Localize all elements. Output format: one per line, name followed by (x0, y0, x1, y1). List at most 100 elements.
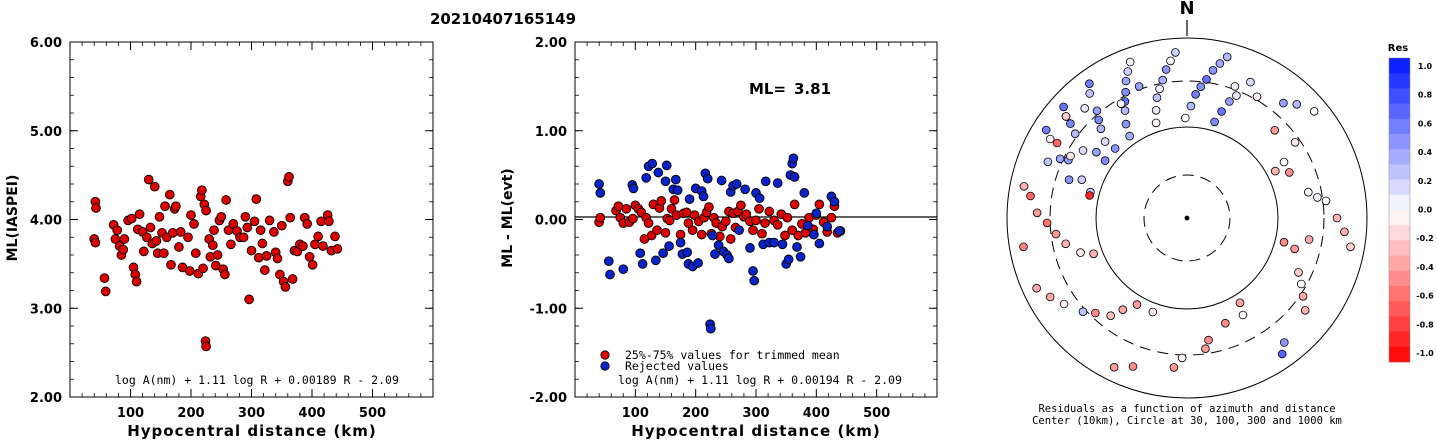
station-point (1116, 99, 1126, 108)
station-point (1252, 92, 1262, 102)
colorbar-cell (1389, 316, 1410, 332)
data-point (809, 229, 819, 240)
data-point (269, 227, 279, 237)
station-point (1191, 90, 1200, 99)
circle-30km (1143, 174, 1231, 262)
data-point (221, 195, 231, 205)
x-tick-label: 100 (622, 406, 649, 421)
data-point (664, 241, 674, 251)
colorbar-cell (1389, 270, 1410, 287)
data-point (653, 167, 664, 178)
x-tick-label: 200 (177, 406, 204, 421)
data-point (259, 265, 270, 275)
data-point (160, 201, 170, 212)
data-point (131, 276, 142, 287)
station-point (1313, 193, 1322, 202)
station-point (1196, 82, 1206, 91)
station-point (1271, 166, 1280, 176)
data-point (126, 213, 137, 224)
data-point (198, 263, 208, 274)
station-point (1120, 106, 1130, 115)
station-point (1298, 291, 1308, 301)
station-point (1064, 175, 1074, 185)
station-point (1077, 175, 1087, 185)
station-point (1346, 242, 1355, 252)
data-point (669, 195, 680, 205)
data-point (760, 176, 771, 187)
data-point (118, 244, 129, 255)
data-point (251, 194, 262, 204)
data-point (647, 158, 658, 169)
data-point (257, 238, 268, 249)
data-point (618, 264, 629, 275)
station-point (1043, 157, 1053, 167)
data-point (595, 212, 606, 223)
data-point (684, 194, 695, 204)
caption-line-1: Residuals as a function of azimuth and d… (1038, 403, 1335, 415)
data-point (748, 225, 758, 236)
data-point (298, 241, 308, 251)
colorbar-frame (1388, 57, 1411, 363)
caption-line-2: Center (10km), Circle at 30, 100, 300 an… (1032, 415, 1342, 427)
station-point (1166, 56, 1175, 66)
data-point (276, 220, 287, 231)
data-point (734, 225, 744, 236)
data-point (658, 248, 668, 259)
circle-100km (1095, 126, 1279, 310)
data-point (207, 240, 218, 251)
data-point (635, 248, 646, 259)
data-point (822, 221, 833, 232)
station-point (1151, 106, 1161, 115)
colorbar-tick-label: -1.0 (1416, 349, 1434, 358)
colorbar-cells (1388, 57, 1411, 363)
station-point (1152, 93, 1162, 102)
data-point (255, 225, 266, 236)
data-point (720, 216, 731, 227)
data-point (324, 216, 334, 227)
azimuth-residual-panel: N Residuals as a function of azimuth and… (1006, 0, 1368, 427)
data-point (764, 206, 775, 217)
data-points (594, 153, 846, 334)
station-point (1208, 66, 1218, 75)
data-point (264, 215, 275, 226)
legend-label-rejected: Rejected values (625, 359, 729, 373)
epicenter-marker (1184, 215, 1190, 221)
station-point (1121, 76, 1131, 86)
station-point (1026, 191, 1035, 201)
legend-marker-trimmed (600, 350, 610, 360)
station-point (1155, 84, 1164, 94)
data-point (201, 341, 211, 352)
data-point (284, 172, 294, 182)
data-point (751, 215, 761, 226)
station-point (1078, 307, 1088, 317)
data-point (197, 185, 207, 196)
station-point (1210, 117, 1219, 127)
data-point (209, 225, 219, 236)
data-point (650, 255, 661, 266)
data-point (189, 219, 199, 229)
station-point (1230, 82, 1240, 91)
station-point (1076, 248, 1085, 257)
colorbar-cell (1389, 58, 1410, 74)
colorbar-tick-label: 0.8 (1418, 91, 1433, 100)
station-point (1061, 239, 1070, 249)
formula-annotation: log A(nm) + 1.11 log R + 0.00194 R - 2.0… (618, 373, 902, 387)
data-point (149, 181, 160, 192)
x-tick-label: 300 (238, 406, 265, 421)
station-point (1125, 131, 1134, 141)
station-point (1304, 187, 1313, 197)
station-point (1091, 308, 1100, 318)
colorbar-tick-label: -0.2 (1416, 234, 1434, 243)
y-tick-label: -2.00 (530, 391, 567, 406)
colorbar-cell (1389, 134, 1410, 150)
data-point (249, 216, 260, 227)
data-point (716, 175, 727, 186)
data-point (740, 184, 750, 195)
station-point (1270, 126, 1279, 135)
data-point (792, 242, 802, 252)
colorbar-tick-label: 0.0 (1418, 206, 1433, 215)
x-tick-label: 500 (359, 406, 386, 421)
data-point (261, 251, 272, 261)
data-point (154, 211, 165, 222)
